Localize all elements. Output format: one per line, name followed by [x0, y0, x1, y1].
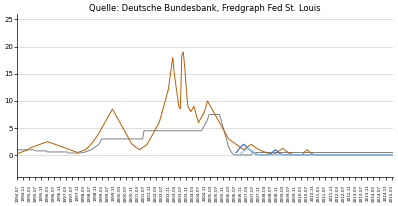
Title: Quelle: Deutsche Bundesbank, Fredgraph Fed St. Louis: Quelle: Deutsche Bundesbank, Fredgraph F… [90, 4, 321, 13]
